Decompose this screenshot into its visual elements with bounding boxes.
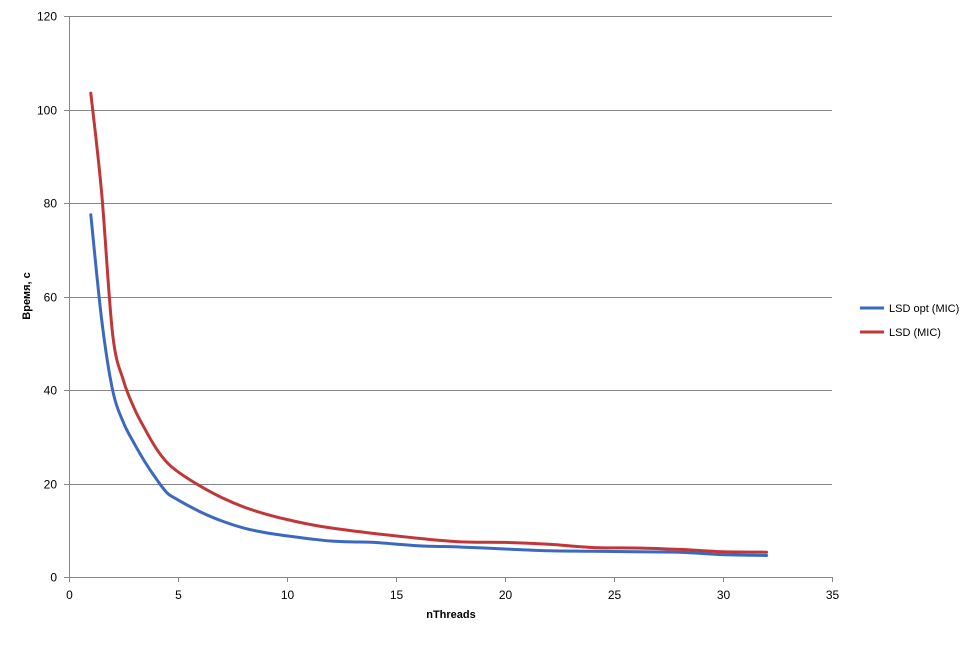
tick-labels: 0 20 40 60 80 100 120 0 5 10 15 20 25 30 35 [37, 10, 840, 603]
y-tick-label: 0 [50, 571, 57, 585]
y-tick-label: 20 [44, 478, 58, 492]
y-tick-label: 100 [37, 104, 57, 118]
x-tick-label: 10 [281, 588, 295, 602]
y-tick-label: 80 [44, 197, 58, 211]
x-tick-label: 35 [826, 588, 840, 602]
x-axis-title: nThreads [426, 609, 476, 621]
legend: LSD opt (MIC) LSD (MIC) [860, 303, 959, 339]
y-axis-title: Время, с [21, 272, 33, 319]
legend-label: LSD opt (MIC) [889, 303, 959, 315]
axes [64, 16, 833, 582]
series-lines [89, 91, 769, 557]
x-tick-label: 0 [66, 588, 73, 602]
x-tick-label: 20 [499, 588, 513, 602]
y-tick-label: 40 [44, 384, 58, 398]
x-tick-label: 25 [608, 588, 622, 602]
legend-label: LSD (MIC) [889, 327, 941, 339]
y-tick-label: 120 [37, 10, 57, 24]
series-line-2 [89, 91, 769, 554]
x-tick-label: 5 [175, 588, 182, 602]
x-tick-label: 15 [390, 588, 404, 602]
y-tick-label: 60 [44, 291, 58, 305]
x-tick-label: 30 [717, 588, 731, 602]
series-line-1 [89, 213, 769, 557]
grid-lines [69, 16, 832, 485]
